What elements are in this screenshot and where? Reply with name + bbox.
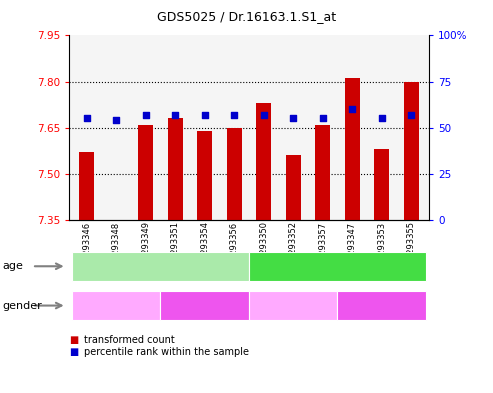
Point [230, 112, 238, 118]
Bar [139, 125, 153, 220]
Text: transformed count: transformed count [84, 335, 175, 345]
Bar [227, 128, 242, 220]
Text: male: male [281, 301, 305, 310]
Bar [79, 152, 94, 220]
Point [289, 116, 297, 122]
Point [378, 116, 386, 122]
Text: gender: gender [2, 301, 42, 310]
Bar [197, 131, 212, 220]
Text: ■: ■ [69, 335, 78, 345]
Point [407, 112, 415, 118]
Bar [404, 82, 419, 220]
Text: female: female [188, 301, 221, 310]
Point [260, 112, 268, 118]
Point [112, 117, 120, 123]
Bar [345, 79, 359, 220]
Text: percentile rank within the sample: percentile rank within the sample [84, 347, 249, 357]
Text: GDS5025 / Dr.16163.1.S1_at: GDS5025 / Dr.16163.1.S1_at [157, 10, 336, 23]
Bar [256, 103, 271, 220]
Point [83, 116, 91, 122]
Bar [316, 125, 330, 220]
Text: male: male [104, 301, 128, 310]
Point [319, 116, 327, 122]
Text: old (31-36 months old): old (31-36 months old) [282, 261, 393, 271]
Bar [168, 119, 182, 220]
Point [201, 112, 209, 118]
Text: age: age [2, 261, 23, 271]
Bar [286, 155, 301, 220]
Text: ■: ■ [69, 347, 78, 357]
Point [348, 106, 356, 112]
Point [171, 112, 179, 118]
Text: young (7.5-8.5 months old): young (7.5-8.5 months old) [94, 261, 227, 271]
Point [142, 112, 150, 118]
Text: female: female [365, 301, 398, 310]
Bar [374, 149, 389, 220]
